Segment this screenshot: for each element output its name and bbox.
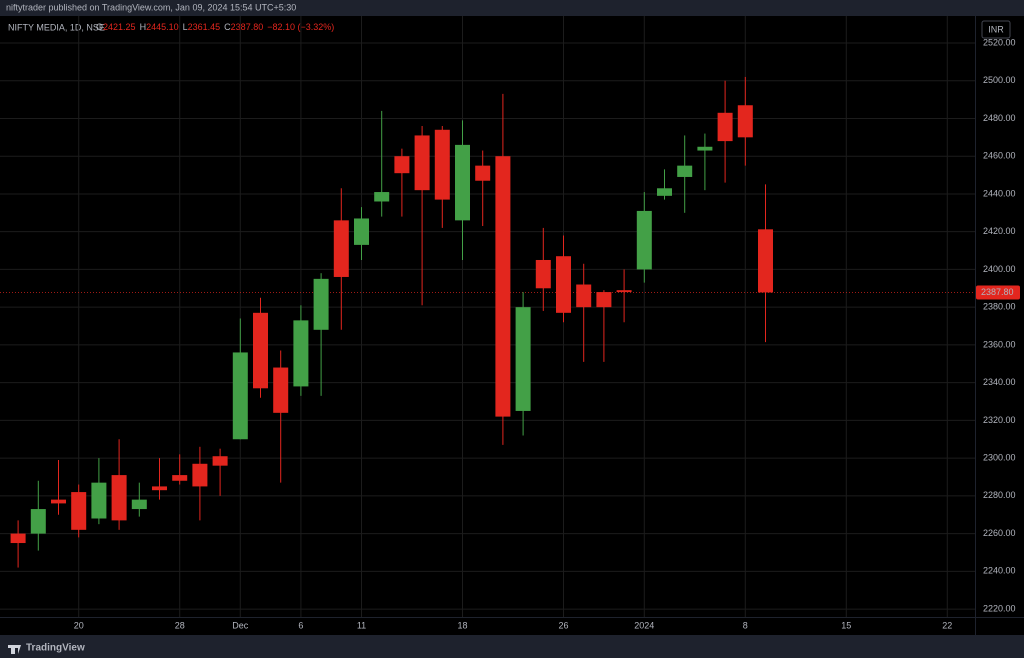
y-tick-label: 2240.00	[983, 566, 1016, 576]
y-tick-label: 2460.00	[983, 151, 1016, 161]
y-tick-label: 2500.00	[983, 75, 1016, 85]
candle-body	[737, 105, 753, 138]
x-tick-label: 15	[841, 620, 851, 630]
candle-body	[131, 499, 147, 510]
time-axis	[0, 618, 975, 635]
candle-body	[677, 165, 693, 177]
candle-body	[232, 352, 248, 440]
y-tick-label: 2380.00	[983, 302, 1016, 312]
y-tick-label: 2220.00	[983, 603, 1016, 613]
legend-key: H	[140, 22, 147, 32]
candle-body	[616, 290, 632, 293]
y-tick-label: 2260.00	[983, 528, 1016, 538]
candle-body	[758, 229, 773, 293]
candle-body	[91, 482, 107, 519]
candle-body	[414, 135, 430, 191]
candle-body	[111, 475, 127, 521]
candle-body	[394, 156, 410, 174]
x-tick-label: 6	[298, 620, 303, 630]
y-tick-label: 2420.00	[983, 226, 1016, 236]
candle-body	[212, 456, 228, 466]
y-tick-label: 2280.00	[983, 490, 1016, 500]
legend-value: 2387.80	[231, 22, 264, 32]
ohlc-legend: O2421.25 H2445.10 L2361.45 C2387.80 −82.10 (…	[96, 22, 334, 32]
y-tick-label: 2400.00	[983, 264, 1016, 274]
candle-body	[51, 499, 66, 504]
x-tick-label: 11	[357, 620, 366, 630]
candle-body	[576, 284, 592, 308]
candle-body	[192, 463, 208, 487]
axis-corner	[976, 618, 1024, 635]
logo	[8, 645, 21, 654]
x-tick-label: 22	[942, 620, 952, 630]
y-tick-label: 2440.00	[983, 188, 1016, 198]
y-tick-label: 2300.00	[983, 452, 1016, 462]
candle-body	[556, 256, 571, 313]
x-tick-label: 28	[175, 620, 185, 630]
plot-pane	[0, 16, 975, 617]
candle-body	[475, 165, 491, 181]
x-tick-label: Dec	[232, 620, 249, 630]
currency-button[interactable]	[981, 20, 1011, 39]
candle-body	[253, 312, 268, 389]
candle-body	[657, 188, 672, 196]
legend-value: 2361.45	[188, 22, 221, 32]
price-axis	[976, 16, 1024, 617]
y-tick-label: 2360.00	[983, 339, 1016, 349]
candle-body	[30, 509, 46, 534]
legend-key: C	[224, 22, 231, 32]
candle-body	[273, 367, 289, 413]
candle-body	[10, 533, 26, 544]
y-tick-label: 2480.00	[983, 113, 1016, 123]
candle-body	[152, 486, 167, 491]
legend-key: L	[183, 22, 188, 32]
candle-body	[636, 210, 652, 270]
candle-body	[172, 475, 188, 481]
x-tick-label: 26	[558, 620, 568, 630]
candle-body	[374, 192, 390, 202]
candle-body	[354, 218, 369, 245]
candle-body	[717, 112, 733, 142]
y-tick-label: 2520.00	[983, 37, 1016, 47]
last-price-tag	[976, 285, 1020, 300]
published-note: niftytrader published on TradingView.com…	[6, 2, 296, 12]
y-tick-label: 2320.00	[983, 415, 1016, 425]
legend-value: 2445.10	[146, 22, 179, 32]
y-tick-label: 2340.00	[983, 377, 1016, 387]
candle-body	[333, 220, 349, 277]
candle-body	[434, 129, 450, 200]
candle-body	[293, 320, 309, 387]
legend-value: 2421.25	[103, 22, 136, 32]
legend-key: O	[96, 22, 103, 32]
candle-body	[697, 146, 713, 151]
x-tick-label: 20	[74, 620, 84, 630]
candle-body	[515, 307, 531, 411]
candle-body	[455, 144, 470, 221]
candle-body	[535, 259, 551, 289]
candle-body	[71, 492, 87, 530]
candle-body	[495, 156, 511, 417]
last-price-label: 2387.80	[981, 287, 1014, 297]
currency[interactable]: INR	[988, 24, 1004, 34]
chart-title: NIFTY MEDIA, 1D, NSE	[8, 22, 105, 32]
candle-body	[596, 292, 612, 308]
footer-brand: TradingView	[26, 643, 85, 654]
x-tick-label: 2024	[634, 620, 654, 630]
x-tick-label: 8	[743, 620, 748, 630]
candle-body	[313, 278, 329, 330]
x-tick-label: 18	[457, 620, 467, 630]
